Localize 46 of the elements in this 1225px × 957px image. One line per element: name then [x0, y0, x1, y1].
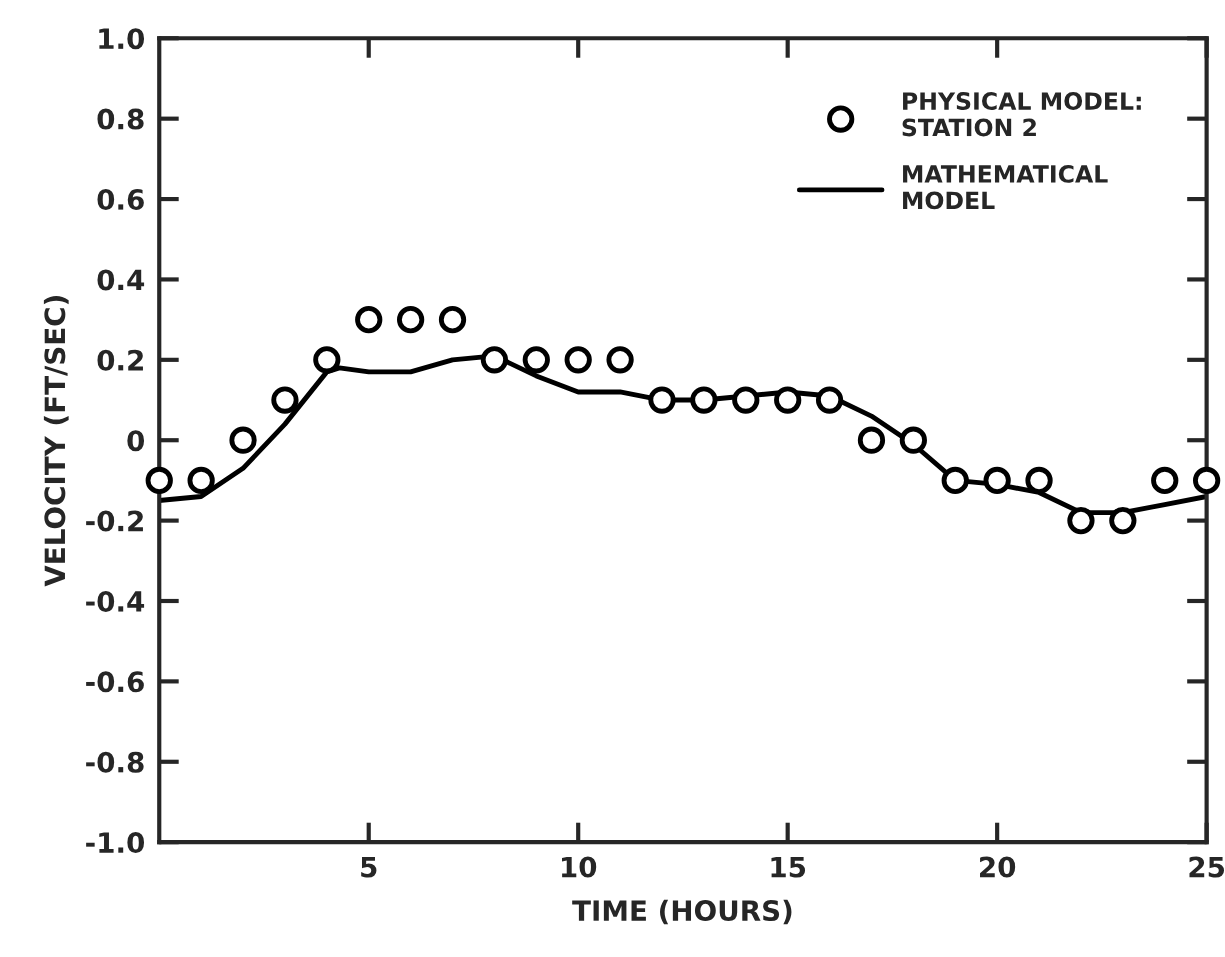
y-tick-label: -0.4 — [86, 590, 145, 612]
point — [690, 386, 718, 414]
x-tick-label: 10 — [562, 856, 597, 878]
x-axis-title: TIME (HOURS) — [572, 899, 792, 925]
point — [271, 386, 299, 414]
point — [606, 346, 634, 374]
point — [648, 386, 676, 414]
x-tick-label: 5 — [361, 856, 377, 878]
y-tick-label: -0.8 — [86, 751, 144, 773]
point — [145, 466, 173, 495]
y-tick-label: 0.4 — [97, 269, 145, 291]
point — [229, 426, 257, 454]
point — [1193, 466, 1221, 495]
point — [1151, 466, 1179, 495]
point — [480, 346, 509, 374]
y-tick-label: -0.2 — [86, 510, 143, 532]
point — [1109, 506, 1137, 535]
x-tick-label: 25 — [1189, 856, 1225, 878]
x-tick-label: 15 — [771, 856, 806, 878]
point — [396, 306, 425, 334]
y-tick-label: 1.0 — [99, 28, 145, 50]
y-tick-label: -0.6 — [86, 671, 144, 693]
point — [983, 466, 1011, 495]
point — [815, 386, 844, 414]
legend-label: PHYSICAL MODEL: STATION 2 — [902, 92, 1141, 137]
y-tick-label: -1.0 — [86, 832, 145, 854]
point — [857, 426, 886, 454]
point — [522, 346, 550, 374]
point — [941, 466, 969, 495]
point — [564, 346, 592, 374]
point — [438, 306, 467, 334]
point — [187, 466, 215, 495]
point — [732, 386, 760, 414]
y-tick-label: 0 — [127, 430, 145, 452]
point — [313, 346, 341, 374]
legend-label: MATHEMATICAL MODEL — [903, 165, 1108, 210]
y-tick-label: 0.6 — [97, 188, 144, 210]
point — [899, 426, 927, 454]
point — [1067, 506, 1095, 535]
x-tick-label: 20 — [980, 856, 1016, 878]
y-tick-label: 0.2 — [97, 349, 143, 371]
point — [774, 386, 802, 414]
point — [355, 306, 383, 334]
y-tick-label: 0.8 — [97, 108, 144, 130]
y-axis-title: VELOCITY (FT/SEC) — [43, 296, 69, 587]
point — [1025, 466, 1053, 495]
